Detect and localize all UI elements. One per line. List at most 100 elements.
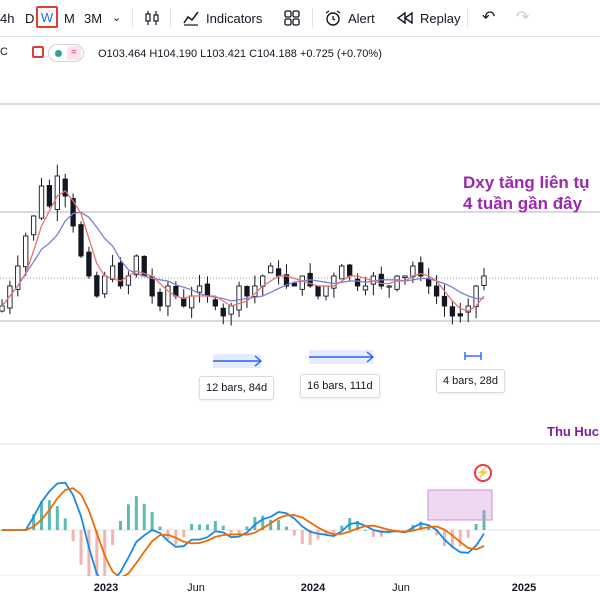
macd-histogram-bar bbox=[32, 514, 36, 530]
candle-body bbox=[86, 251, 92, 277]
candle-body bbox=[315, 285, 321, 297]
macd-histogram-bar bbox=[363, 529, 367, 531]
redo-button[interactable]: ↷ bbox=[516, 0, 529, 36]
candle-body bbox=[23, 235, 29, 268]
chevron-down-icon: ⌄ bbox=[112, 11, 122, 24]
candle-body bbox=[94, 275, 100, 297]
alarm-clock-icon bbox=[325, 10, 341, 26]
macd-histogram-bar bbox=[71, 530, 75, 542]
x-tick-2024: 2024 bbox=[300, 582, 326, 594]
candle-body bbox=[62, 178, 68, 197]
candle-body bbox=[457, 313, 463, 317]
macd-histogram-bar bbox=[332, 530, 336, 534]
macd-histogram-bar bbox=[47, 500, 51, 530]
alert-button[interactable]: Alert bbox=[324, 0, 375, 36]
low-value: L103.421 bbox=[200, 48, 247, 60]
candle-body bbox=[418, 262, 424, 277]
text-annotation[interactable]: Dxy tăng liên tụ 4 tuần gần đây bbox=[463, 172, 590, 214]
candle-body bbox=[339, 265, 345, 280]
visibility-pill[interactable]: ≈ bbox=[48, 44, 84, 62]
signal-line bbox=[2, 487, 485, 576]
interval-w[interactable]: W bbox=[36, 6, 58, 28]
wave-icon: ≈ bbox=[67, 46, 81, 60]
replay-label: Replay bbox=[420, 10, 461, 26]
chart-type-button[interactable] bbox=[143, 0, 161, 36]
highlight-box[interactable] bbox=[427, 489, 493, 521]
macd-histogram-bar bbox=[427, 526, 431, 530]
candle-body bbox=[54, 175, 60, 211]
macd-histogram-bar bbox=[95, 530, 99, 576]
macd-histogram-bar bbox=[474, 524, 478, 530]
alert-label: Alert bbox=[348, 10, 375, 26]
range-measure-2[interactable] bbox=[309, 350, 375, 364]
candle-body bbox=[0, 305, 5, 312]
macd-histogram-bar bbox=[87, 530, 91, 576]
candles-icon bbox=[145, 11, 159, 25]
macd-line bbox=[2, 481, 485, 576]
templates-button[interactable] bbox=[283, 0, 301, 36]
x-tick-jun-2024: Jun bbox=[392, 582, 410, 594]
macd-histogram-bar bbox=[435, 530, 439, 536]
price-chart[interactable] bbox=[0, 36, 600, 576]
candle-body bbox=[426, 278, 432, 287]
macd-histogram-bar bbox=[403, 530, 407, 531]
range-measure-3[interactable] bbox=[464, 352, 482, 360]
change-value: +0.725 (+0.70%) bbox=[299, 48, 382, 60]
macd-histogram-bar bbox=[340, 525, 344, 530]
time-axis[interactable]: 2023 Jun 2024 Jun 2025 bbox=[0, 576, 600, 600]
macd-histogram-bar bbox=[150, 512, 154, 530]
rewind-icon bbox=[396, 11, 413, 25]
indicators-button[interactable]: Indicators bbox=[182, 0, 262, 36]
macd-histogram-bar bbox=[237, 530, 241, 534]
macd-histogram-bar bbox=[119, 520, 123, 530]
macd-histogram-bar bbox=[111, 530, 115, 546]
ohlc-legend: O103.464 H104.190 L103.421 C104.188 +0.7… bbox=[98, 44, 382, 64]
macd-histogram-bar bbox=[142, 503, 146, 530]
interval-dropdown[interactable]: ⌄ bbox=[112, 0, 121, 36]
lightning-icon[interactable]: ⚡ bbox=[474, 464, 492, 482]
candle-body bbox=[220, 307, 226, 317]
ma-fast-line bbox=[1, 190, 485, 312]
interval-m[interactable]: M bbox=[64, 10, 75, 26]
macd-histogram-bar bbox=[458, 530, 462, 547]
redo-icon: ↷ bbox=[516, 9, 530, 26]
macd-histogram-bar bbox=[371, 530, 375, 537]
interval-3m[interactable]: 3M bbox=[84, 10, 103, 26]
candle-body bbox=[481, 275, 487, 287]
candle-body bbox=[441, 295, 448, 307]
candle-body bbox=[394, 275, 400, 290]
candle-body bbox=[354, 278, 361, 287]
candle-body bbox=[228, 305, 234, 315]
undo-button[interactable]: ↶ bbox=[482, 0, 495, 36]
interval-4h[interactable]: 4h bbox=[0, 10, 15, 26]
candle-body bbox=[433, 285, 440, 297]
indicators-label: Indicators bbox=[206, 10, 263, 26]
range-measure-1[interactable] bbox=[213, 354, 263, 368]
live-dot-icon bbox=[55, 50, 62, 57]
macd-histogram-bar bbox=[466, 530, 470, 538]
macd-histogram-bar bbox=[213, 520, 217, 530]
candle-body bbox=[38, 185, 45, 219]
macd-histogram-bar bbox=[190, 524, 194, 530]
candle-body bbox=[212, 299, 218, 307]
candle-body bbox=[157, 291, 163, 307]
candle-body bbox=[188, 295, 195, 309]
annotation-line-2: 4 tuần gần đây bbox=[463, 194, 583, 213]
replay-button[interactable]: Replay bbox=[396, 0, 460, 36]
author-watermark: Thu Huc bbox=[547, 424, 599, 439]
candle-body bbox=[449, 306, 456, 317]
range-label-1: 12 bars, 84d bbox=[199, 376, 275, 400]
macd-histogram-bar bbox=[419, 521, 423, 530]
macd-histogram-bar bbox=[245, 526, 249, 530]
candle-body bbox=[78, 224, 84, 257]
range-label-3: 4 bars, 28d bbox=[436, 369, 506, 393]
interval-d[interactable]: D bbox=[25, 10, 35, 26]
macd-histogram-bar bbox=[356, 520, 360, 530]
macd-histogram-bar bbox=[284, 526, 288, 530]
candle-body bbox=[331, 275, 337, 289]
candle-body bbox=[109, 265, 116, 280]
macd-histogram-bar bbox=[55, 506, 59, 530]
candle-body bbox=[236, 285, 242, 311]
flag-icon bbox=[32, 46, 44, 58]
macd-histogram-bar bbox=[182, 530, 186, 538]
